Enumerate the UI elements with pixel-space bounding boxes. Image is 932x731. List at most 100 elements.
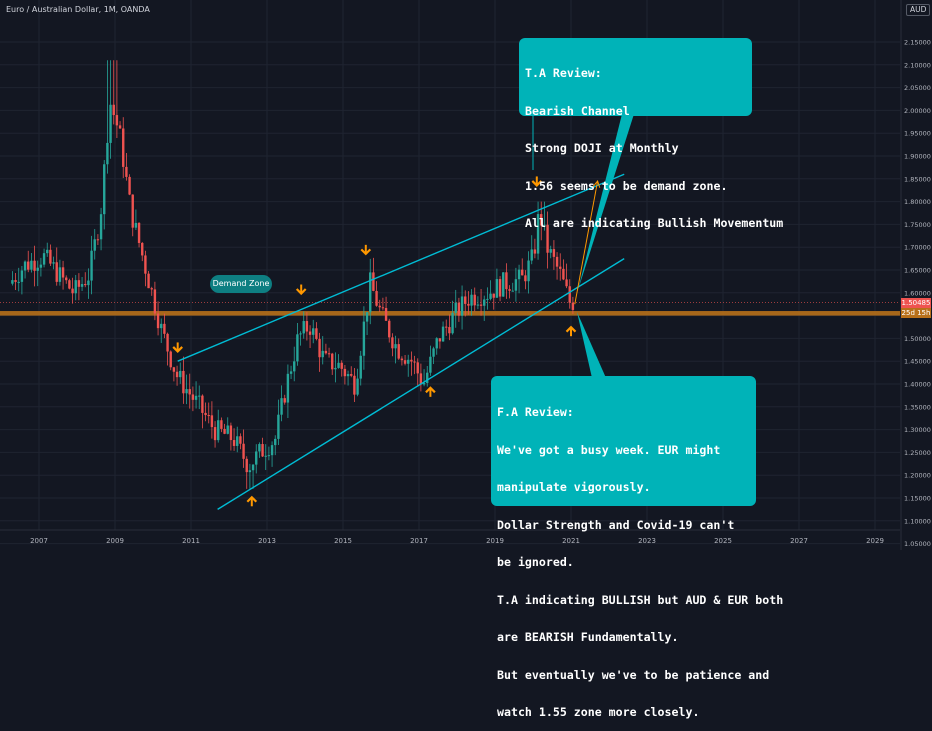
callout-leaders <box>532 114 634 378</box>
fa-review-line: be ignored. <box>497 555 574 569</box>
candle-body <box>530 249 533 261</box>
fa-review-line: are BEARISH Fundamentally. <box>497 630 679 644</box>
candle-body <box>232 440 236 446</box>
candle-body <box>289 371 293 374</box>
candle-body <box>23 261 27 271</box>
candle-body <box>435 338 438 349</box>
candle-body <box>533 249 537 254</box>
candle-body <box>229 425 233 441</box>
candle-body <box>312 328 315 335</box>
candle-body <box>365 312 369 322</box>
candle-body <box>213 427 217 441</box>
x-tick-label: 2025 <box>714 537 732 545</box>
candle-body <box>502 272 505 297</box>
fa-review-line: T.A indicating BULLISH but AUD & EUR bot… <box>497 592 784 607</box>
ta-review-line: Strong DOJI at Monthly <box>525 141 679 155</box>
candle-body <box>334 367 337 370</box>
x-tick-label: 2011 <box>182 537 200 545</box>
candle-body <box>153 289 157 314</box>
y-tick-label: 1.05000 <box>904 540 931 548</box>
y-tick-label: 2.10000 <box>904 61 931 69</box>
candle-body <box>42 253 46 265</box>
ta-review-line: All are indicating Bullish Movementum <box>525 216 784 230</box>
candle-body <box>68 280 71 289</box>
candle-body <box>419 373 423 385</box>
ta-review-line: Bearish Channel <box>525 103 630 118</box>
y-tick-label: 1.35000 <box>904 403 931 411</box>
candle-body <box>457 302 461 316</box>
y-tick-label: 1.85000 <box>904 175 931 183</box>
candle-body <box>36 267 39 271</box>
candle-body <box>33 260 36 271</box>
candle-body <box>84 284 87 286</box>
currency-label[interactable]: AUD <box>906 4 931 16</box>
candle-body <box>343 368 347 377</box>
price-chart[interactable]: 2.15000 2.10000 2.05000 2.00000 1.95000 1.900… <box>0 0 932 550</box>
x-tick-label: 2021 <box>562 537 580 545</box>
grid <box>0 0 900 545</box>
candle-body <box>217 420 220 441</box>
time-axis: 2007 2009 2011 2013 2015 2017 2019 2021 2023 2025… <box>0 529 900 545</box>
candle-body <box>321 350 324 358</box>
y-tick-label: 1.30000 <box>904 426 931 434</box>
demand-zone <box>0 302 900 316</box>
candle-body <box>160 323 163 329</box>
candle-body <box>378 305 381 308</box>
candle-body <box>422 383 426 385</box>
candle-body <box>448 327 451 334</box>
demand-zone-label: Demand Zone <box>210 275 272 293</box>
candle-body <box>245 458 248 473</box>
candle-body <box>179 370 182 378</box>
fa-review-line: But eventually we've to be patience and <box>497 667 770 682</box>
candle-body <box>416 362 419 374</box>
candle-body <box>350 374 353 376</box>
candle-body <box>441 326 445 342</box>
candle-body <box>194 395 198 400</box>
candle-body <box>46 249 49 254</box>
candle-body <box>362 321 366 356</box>
candle-body <box>517 269 521 280</box>
projection-line <box>574 180 599 305</box>
candle-body <box>172 367 176 372</box>
candle-body <box>198 395 201 397</box>
candle-body <box>134 222 138 228</box>
last-price-tag: 1.50485 <box>901 297 931 308</box>
y-tick-label: 1.65000 <box>904 267 931 275</box>
down-arrow-marker <box>531 180 543 188</box>
y-tick-label: 2.00000 <box>904 107 931 115</box>
candle-body <box>204 412 207 416</box>
candle-body <box>65 277 68 281</box>
candle-body <box>505 272 508 290</box>
price-axis-bg <box>901 0 932 550</box>
candle-body <box>384 308 388 321</box>
candle-body <box>429 356 432 373</box>
down-arrow-marker <box>360 248 372 256</box>
y-tick-label: 1.10000 <box>904 517 931 525</box>
y-tick-label: 1.75000 <box>904 221 931 229</box>
candle-body <box>353 375 356 395</box>
y-tick-label: 2.15000 <box>904 39 931 47</box>
candle-body <box>327 353 331 355</box>
candle-body <box>191 394 195 400</box>
candle-body <box>144 255 147 274</box>
x-tick-label: 2013 <box>258 537 276 545</box>
candle-body <box>552 249 556 257</box>
candle-body <box>137 222 141 243</box>
candle-body <box>524 275 527 282</box>
candle-body <box>61 267 65 278</box>
candle-body <box>251 464 255 471</box>
y-tick-label: 1.90000 <box>904 153 931 161</box>
candle-body <box>486 298 489 300</box>
candle-body <box>141 242 144 256</box>
candle-body <box>201 395 204 413</box>
candle-body <box>185 389 188 394</box>
candle-body <box>166 333 169 352</box>
fa-callout-pointer <box>577 312 606 378</box>
y-tick-label: 1.20000 <box>904 472 931 480</box>
candle-body <box>492 293 495 298</box>
candles <box>11 60 575 489</box>
candle-body <box>115 115 119 126</box>
channel <box>177 173 625 510</box>
x-tick-label: 2017 <box>410 537 428 545</box>
markers <box>172 176 577 507</box>
